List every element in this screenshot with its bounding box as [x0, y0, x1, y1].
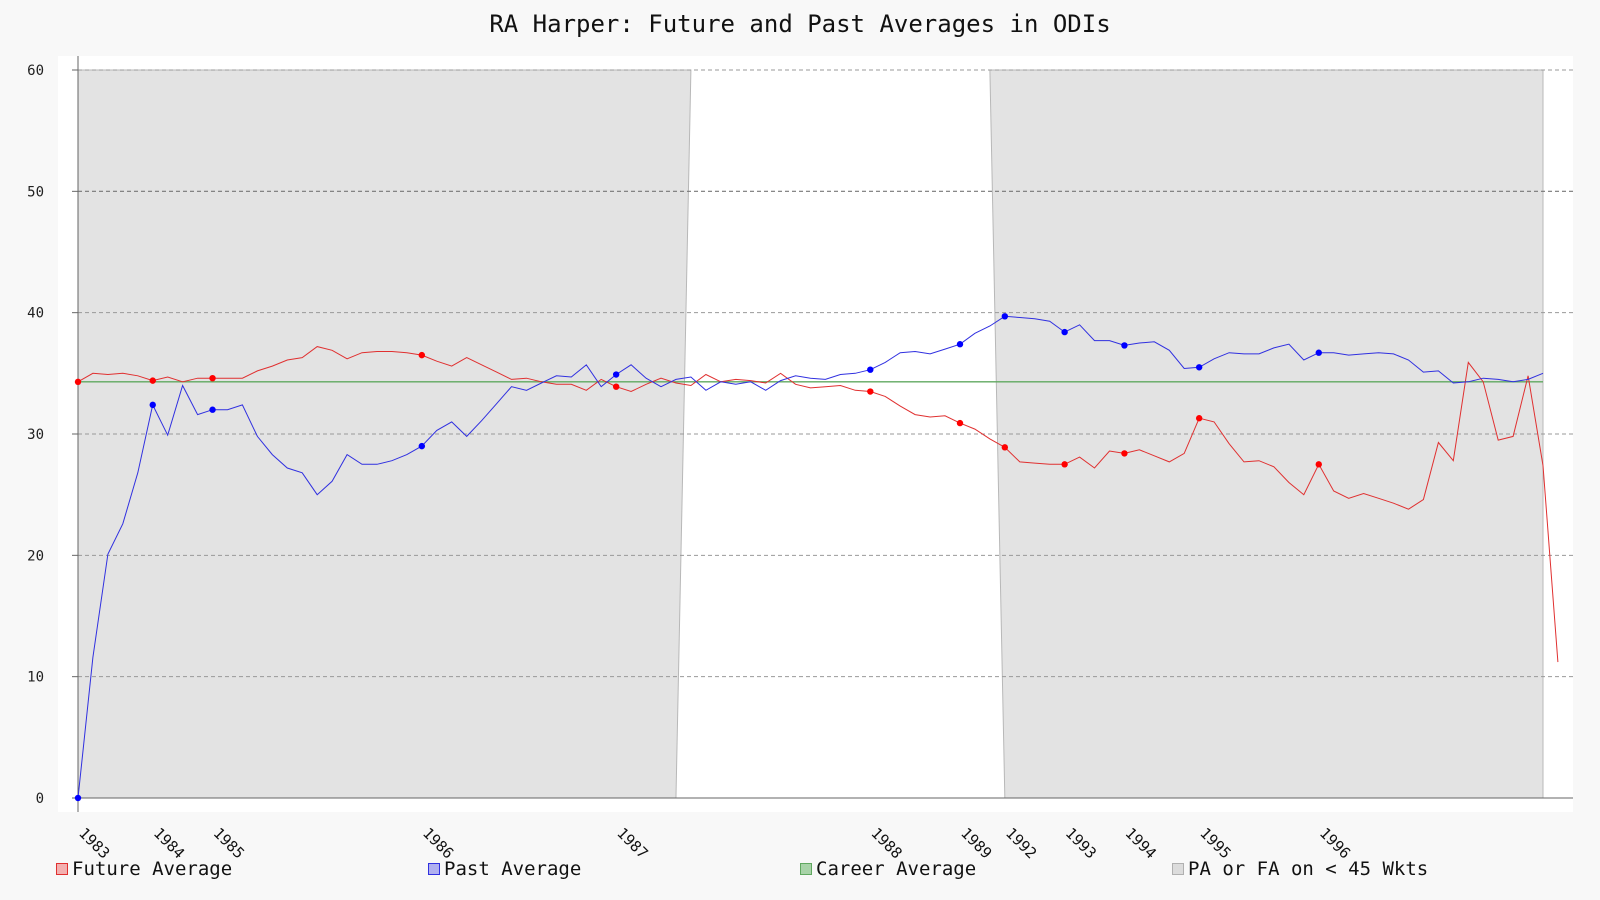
past-point-9: [209, 406, 216, 413]
future-point-62: [1001, 444, 1009, 451]
legend-label-career: Career Average: [816, 858, 977, 880]
future-point-53: [867, 388, 874, 395]
future-point-70: [1121, 450, 1128, 457]
legend-label-future: Future Average: [72, 858, 233, 880]
ytick-label-60: 60: [27, 63, 44, 79]
xtick-label-1987: 1987: [613, 824, 651, 862]
xtick-label-1984: 1984: [150, 824, 188, 862]
legend-item-future: Future Average: [56, 858, 232, 880]
xtick-label-1989: 1989: [957, 824, 995, 862]
legend-item-band: PA or FA on < 45 Wkts: [1172, 858, 1428, 880]
series-line-future-average: [77, 346, 1559, 663]
ytick-label-50: 50: [27, 184, 44, 200]
past-point-62: [1001, 313, 1009, 320]
legend-swatch-future: [56, 863, 68, 875]
future-point-75: [1195, 415, 1203, 422]
past-point-53: [867, 366, 874, 373]
ytick-label-20: 20: [27, 548, 44, 564]
past-point-70: [1121, 342, 1128, 349]
legend-swatch-past: [428, 863, 440, 875]
legend-label-band: PA or FA on < 45 Wkts: [1188, 858, 1429, 880]
xtick-label-1986: 1986: [419, 824, 457, 862]
future-point-83: [1315, 461, 1322, 468]
future-point-23: [418, 351, 426, 359]
ytick-label-0: 0: [36, 791, 44, 807]
legend-item-career: Career Average: [800, 858, 976, 880]
xtick-label-1983: 1983: [75, 824, 113, 862]
future-point-66: [1061, 461, 1068, 468]
future-point-9: [209, 374, 216, 382]
xtick-label-1994: 1994: [1122, 824, 1160, 862]
series-line-past-average: [77, 315, 1544, 799]
xtick-label-1988: 1988: [867, 824, 905, 862]
xtick-label-1996: 1996: [1316, 824, 1354, 862]
legend-swatch-career: [800, 863, 812, 875]
past-point-0: [74, 794, 82, 802]
future-point-0: [74, 378, 82, 386]
legend-label-past: Past Average: [444, 858, 582, 880]
past-point-23: [418, 442, 426, 450]
xtick-label-1995: 1995: [1196, 824, 1234, 862]
legend-swatch-band: [1172, 863, 1184, 875]
past-point-75: [1195, 364, 1203, 371]
chart-title: RA Harper: Future and Past Averages in O…: [489, 10, 1111, 38]
ytick-label-40: 40: [27, 306, 44, 322]
xtick-label-1992: 1992: [1002, 824, 1040, 862]
past-point-36: [612, 371, 620, 378]
legend: Future Average Past Average Career Average…: [0, 858, 1600, 888]
past-point-5: [149, 401, 156, 409]
ytick-label-10: 10: [27, 670, 44, 686]
past-point-59: [956, 341, 964, 348]
future-point-36: [612, 383, 620, 390]
past-point-83: [1315, 349, 1322, 356]
xtick-label-1993: 1993: [1062, 824, 1100, 862]
future-point-59: [956, 419, 964, 427]
past-point-66: [1061, 328, 1068, 336]
xtick-label-1985: 1985: [210, 824, 248, 862]
ytick-label-30: 30: [27, 427, 44, 443]
legend-item-past: Past Average: [428, 858, 581, 880]
future-point-5: [149, 377, 156, 384]
